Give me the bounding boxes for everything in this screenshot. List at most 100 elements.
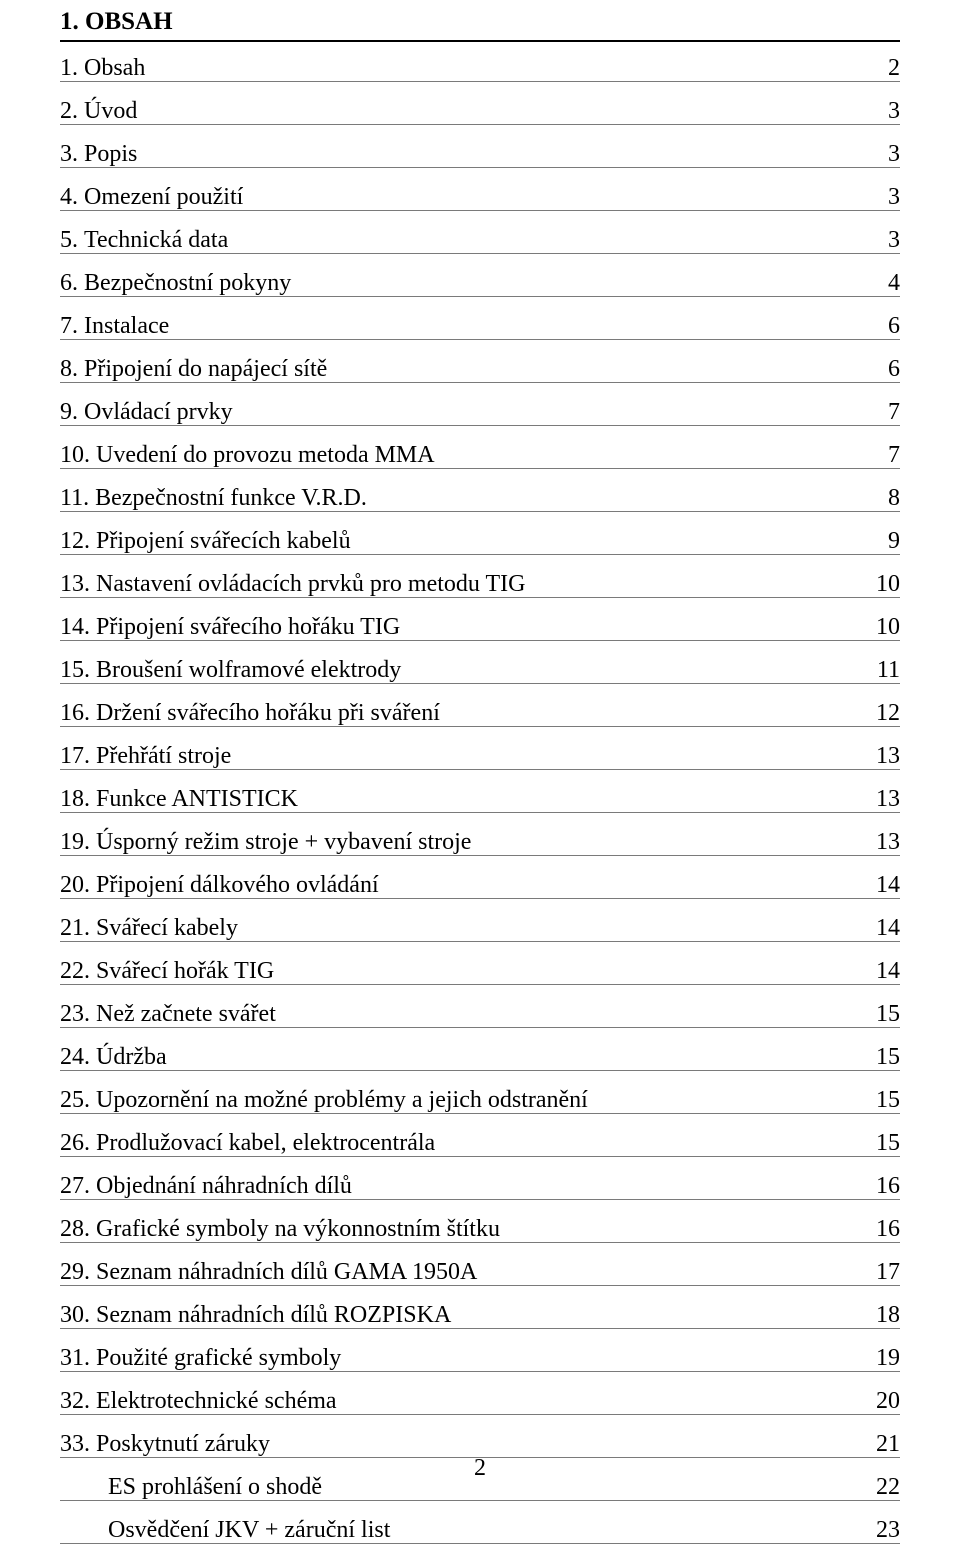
toc-item-label: Osvědčení JKV + záruční list [108,1518,390,1542]
toc-item-label: Prodlužovací kabel, elektrocentrála [96,1131,435,1155]
toc-item-page: 18 [864,1303,900,1327]
toc-row: 21.Svářecí kabely 14 [60,916,900,942]
toc-item-page: 20 [864,1389,900,1413]
toc-item-page: 14 [864,873,900,897]
toc-item-page: 15 [864,1088,900,1112]
toc-item-page: 19 [864,1346,900,1370]
toc-item-number: 30. [60,1303,90,1327]
toc-item-label: Ovládací prvky [84,400,233,424]
toc-item-page: 4 [876,271,900,295]
toc-item-label: Elektrotechnické schéma [96,1389,337,1413]
toc-row: 16.Držení svářecího hořáku při sváření12 [60,701,900,727]
toc-item-page: 13 [864,830,900,854]
toc-item-label: Než začnete svářet [96,1002,276,1026]
toc-item-label: Údržba [96,1045,167,1069]
toc-item-page: 13 [864,744,900,768]
toc-row: 20.Připojení dálkového ovládání 14 [60,873,900,899]
toc-item-label: Svářecí kabely [96,916,238,940]
toc-item-number: 21. [60,916,90,940]
toc-row: 9.Ovládací prvky7 [60,400,900,426]
toc-item-number: 32. [60,1389,90,1413]
toc-row: 13.Nastavení ovládacích prvků pro metodu… [60,572,900,598]
toc-item-number: 22. [60,959,90,983]
toc-item-number: 12. [60,529,90,553]
toc-item-page: 8 [876,486,900,510]
toc-item-number: 20. [60,873,90,897]
toc-item-label: Připojení dálkového ovládání [96,873,379,897]
toc-row: 23.Než začnete svářet15 [60,1002,900,1028]
toc-item-label: Svářecí hořák TIG [96,959,274,983]
toc-item-label: Grafické symboly na výkonnostním štítku [96,1217,500,1241]
page-title: 1. OBSAH [60,8,900,42]
toc-item-page: 7 [876,443,900,467]
toc-item-number: 31. [60,1346,90,1370]
toc-item-number: 17. [60,744,90,768]
toc-row: 1.Obsah2 [60,56,900,82]
toc-item-label: Broušení wolframové elektrody [96,658,401,682]
toc-row: 24.Údržba15 [60,1045,900,1071]
toc-item-page: 9 [876,529,900,553]
toc-item-page: 3 [876,185,900,209]
toc-item-number: 26. [60,1131,90,1155]
toc-item-page: 11 [865,658,900,682]
toc-item-number: 6. [60,271,78,295]
toc-item-number: 24. [60,1045,90,1069]
toc-row: 17.Přehřátí stroje 13 [60,744,900,770]
toc-item-page: 23 [864,1518,900,1542]
toc-item-number: 15. [60,658,90,682]
toc-item-number: 1. [60,56,78,80]
toc-item-label: Technická data [84,228,228,252]
toc-item-label: Připojení do napájecí sítě [84,357,327,381]
toc-item-label: Držení svářecího hořáku při sváření [96,701,440,725]
toc-item-label: Nastavení ovládacích prvků pro metodu TI… [96,572,525,596]
toc-item-page: 14 [864,916,900,940]
toc-item-page: 3 [876,99,900,123]
toc-item-number: 9. [60,400,78,424]
toc-item-label: Popis [84,142,137,166]
toc-item-label: Omezení použití [84,185,243,209]
toc-item-page: 13 [864,787,900,811]
toc-row: 31.Použité grafické symboly 19 [60,1346,900,1372]
toc-item-number: 33. [60,1432,90,1456]
toc-row: 32.Elektrotechnické schéma 20 [60,1389,900,1415]
toc-item-label: Seznam náhradních dílů ROZPISKA [96,1303,451,1327]
toc-item-page: 6 [876,357,900,381]
toc-item-number: 18. [60,787,90,811]
toc-item-number: 27. [60,1174,90,1198]
toc-item-page: 3 [876,142,900,166]
toc-row: 22.Svářecí hořák TIG 14 [60,959,900,985]
toc-item-page: 12 [864,701,900,725]
toc-item-label: Použité grafické symboly [96,1346,341,1370]
toc-row: 2.Úvod3 [60,99,900,125]
toc-item-label: Připojení svářecích kabelů [96,529,351,553]
toc-item-number: 25. [60,1088,90,1112]
toc-row: 25.Upozornění na možné problémy a jejich… [60,1088,900,1114]
toc-item-page: 15 [864,1131,900,1155]
toc-item-number: 8. [60,357,78,381]
toc-item-label: Bezpečnostní funkce V.R.D. [95,486,367,510]
toc-item-label: Přehřátí stroje [96,744,231,768]
toc-item-label: Poskytnutí záruky [96,1432,270,1456]
toc-item-label: Obsah [84,56,145,80]
toc-item-page: 15 [864,1002,900,1026]
toc-item-label: Úvod [84,99,137,123]
toc-item-page: 10 [864,572,900,596]
toc-item-page: 21 [864,1432,900,1456]
toc-row: 29.Seznam náhradních dílů GAMA 1950A17 [60,1260,900,1286]
toc-item-page: 6 [876,314,900,338]
toc-row: 14.Připojení svářecího hořáku TIG10 [60,615,900,641]
toc-item-page: 17 [864,1260,900,1284]
toc-item-page: 16 [864,1217,900,1241]
toc-item-page: 14 [864,959,900,983]
toc-item-label: Uvedení do provozu metoda MMA [96,443,435,467]
toc-item-label: Připojení svářecího hořáku TIG [96,615,400,639]
toc-row: 28.Grafické symboly na výkonnostním štít… [60,1217,900,1243]
toc-item-label: Bezpečnostní pokyny [84,271,291,295]
toc-item-page: 16 [864,1174,900,1198]
toc-row: Osvědčení JKV + záruční list 23 [60,1518,900,1544]
toc-item-label: Objednání náhradních dílů [96,1174,352,1198]
toc-item-label: Seznam náhradních dílů GAMA 1950A [96,1260,477,1284]
toc-item-number: 19. [60,830,90,854]
toc-item-label: Upozornění na možné problémy a jejich od… [96,1088,588,1112]
document-page: 1. OBSAH 1.Obsah22.Úvod33.Popis34.Omezen… [0,0,960,1496]
